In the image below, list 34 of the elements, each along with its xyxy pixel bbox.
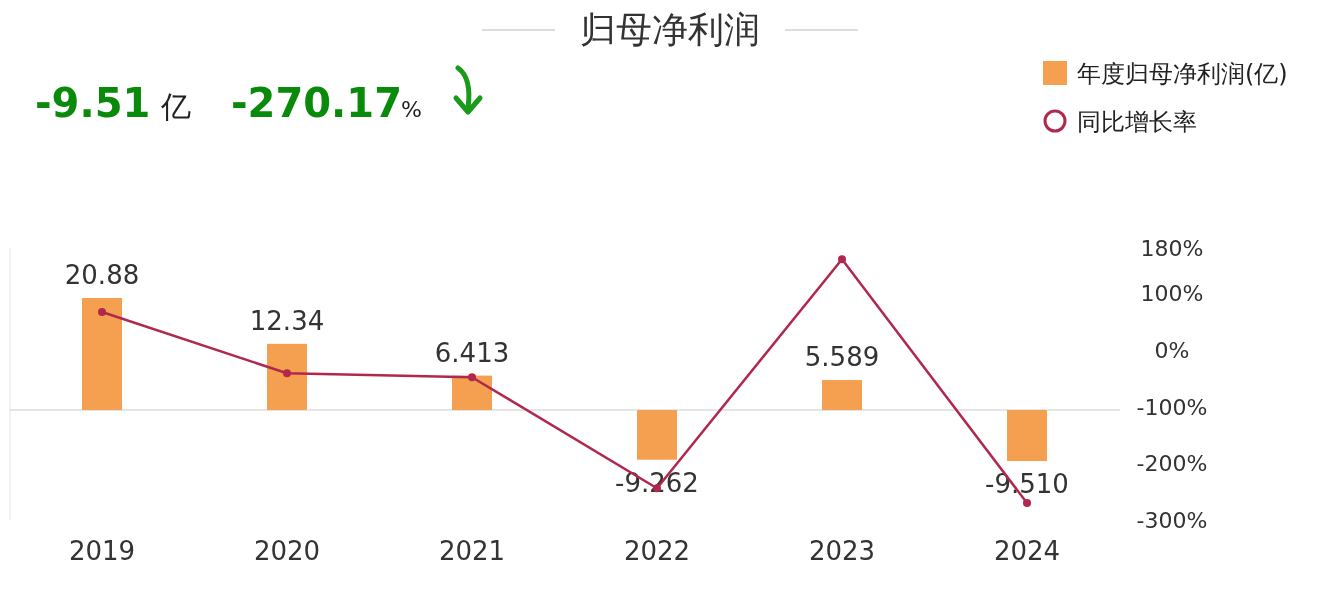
y2-tick-label: -200% xyxy=(1136,451,1208,477)
point xyxy=(838,255,846,264)
y2-tick-label: -300% xyxy=(1136,508,1208,533)
x-tick-label: 2023 xyxy=(808,536,876,566)
legend-label: 年度归母净利润(亿) xyxy=(1077,60,1288,88)
bar xyxy=(452,375,492,411)
legend-label: 同比增长率 xyxy=(1077,108,1197,136)
bar xyxy=(82,298,122,411)
text: 亿 xyxy=(160,89,191,124)
x-tick-label: 2022 xyxy=(623,536,691,566)
text: -270.17 xyxy=(231,80,402,126)
bar xyxy=(1007,410,1047,462)
data-label: 12.34 xyxy=(249,305,325,336)
point xyxy=(1023,499,1031,507)
text: -9.51 xyxy=(35,80,151,126)
text: % xyxy=(401,97,422,122)
data-label: 20.88 xyxy=(64,260,140,290)
data-label: 6.413 xyxy=(434,337,510,368)
point xyxy=(283,369,291,378)
x-tick-label: 2021 xyxy=(438,536,506,566)
chart-title: 归母净利润 xyxy=(580,9,760,50)
y2-tick-label: -100% xyxy=(1136,394,1208,420)
point xyxy=(468,373,476,382)
x-tick-label: 2024 xyxy=(993,536,1061,566)
data-label: 5.589 xyxy=(804,342,880,373)
bar xyxy=(637,410,677,460)
y2-tick-label: 0% xyxy=(1154,338,1190,363)
point xyxy=(98,308,106,317)
x-tick-label: 2019 xyxy=(68,536,136,566)
y2-tick-label: 100% xyxy=(1140,281,1204,307)
bar xyxy=(822,380,862,411)
bar xyxy=(267,343,307,411)
x-tick-label: 2020 xyxy=(253,536,321,566)
y2-tick-label: 180% xyxy=(1140,236,1204,261)
